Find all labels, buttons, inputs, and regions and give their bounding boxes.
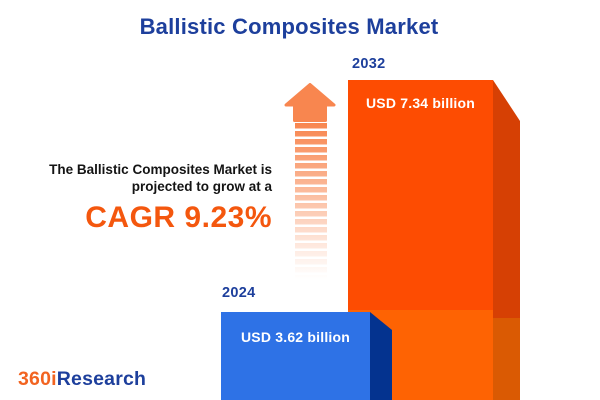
year-label-2032: 2032 bbox=[352, 56, 386, 72]
bar-2024-face bbox=[221, 312, 370, 400]
bar-2024: USD 3.62 billion bbox=[221, 312, 392, 400]
logo: 360iResearch bbox=[18, 368, 146, 391]
bar-2024-side bbox=[370, 312, 392, 400]
logo-360i: 360i bbox=[18, 368, 57, 390]
page-title: Ballistic Composites Market bbox=[139, 14, 439, 39]
arrow-stripes bbox=[295, 123, 327, 279]
year-label-2024: 2024 bbox=[222, 285, 256, 301]
annotation-line1: The Ballistic Composites Market is bbox=[49, 162, 272, 177]
arrow-head-icon bbox=[284, 83, 336, 122]
bar-2024-value-label: USD 3.62 billion bbox=[241, 329, 350, 345]
annotation-text: The Ballistic Composites Market is proje… bbox=[49, 161, 272, 235]
growth-arrow-icon bbox=[284, 83, 336, 279]
logo-research: Research bbox=[56, 368, 147, 390]
cagr-text: CAGR 9.23% bbox=[85, 201, 272, 234]
bar-2032-side bbox=[493, 80, 520, 400]
bar-2032-value-label: USD 7.34 billion bbox=[366, 95, 475, 111]
annotation-line2: projected to grow at a bbox=[131, 179, 272, 194]
